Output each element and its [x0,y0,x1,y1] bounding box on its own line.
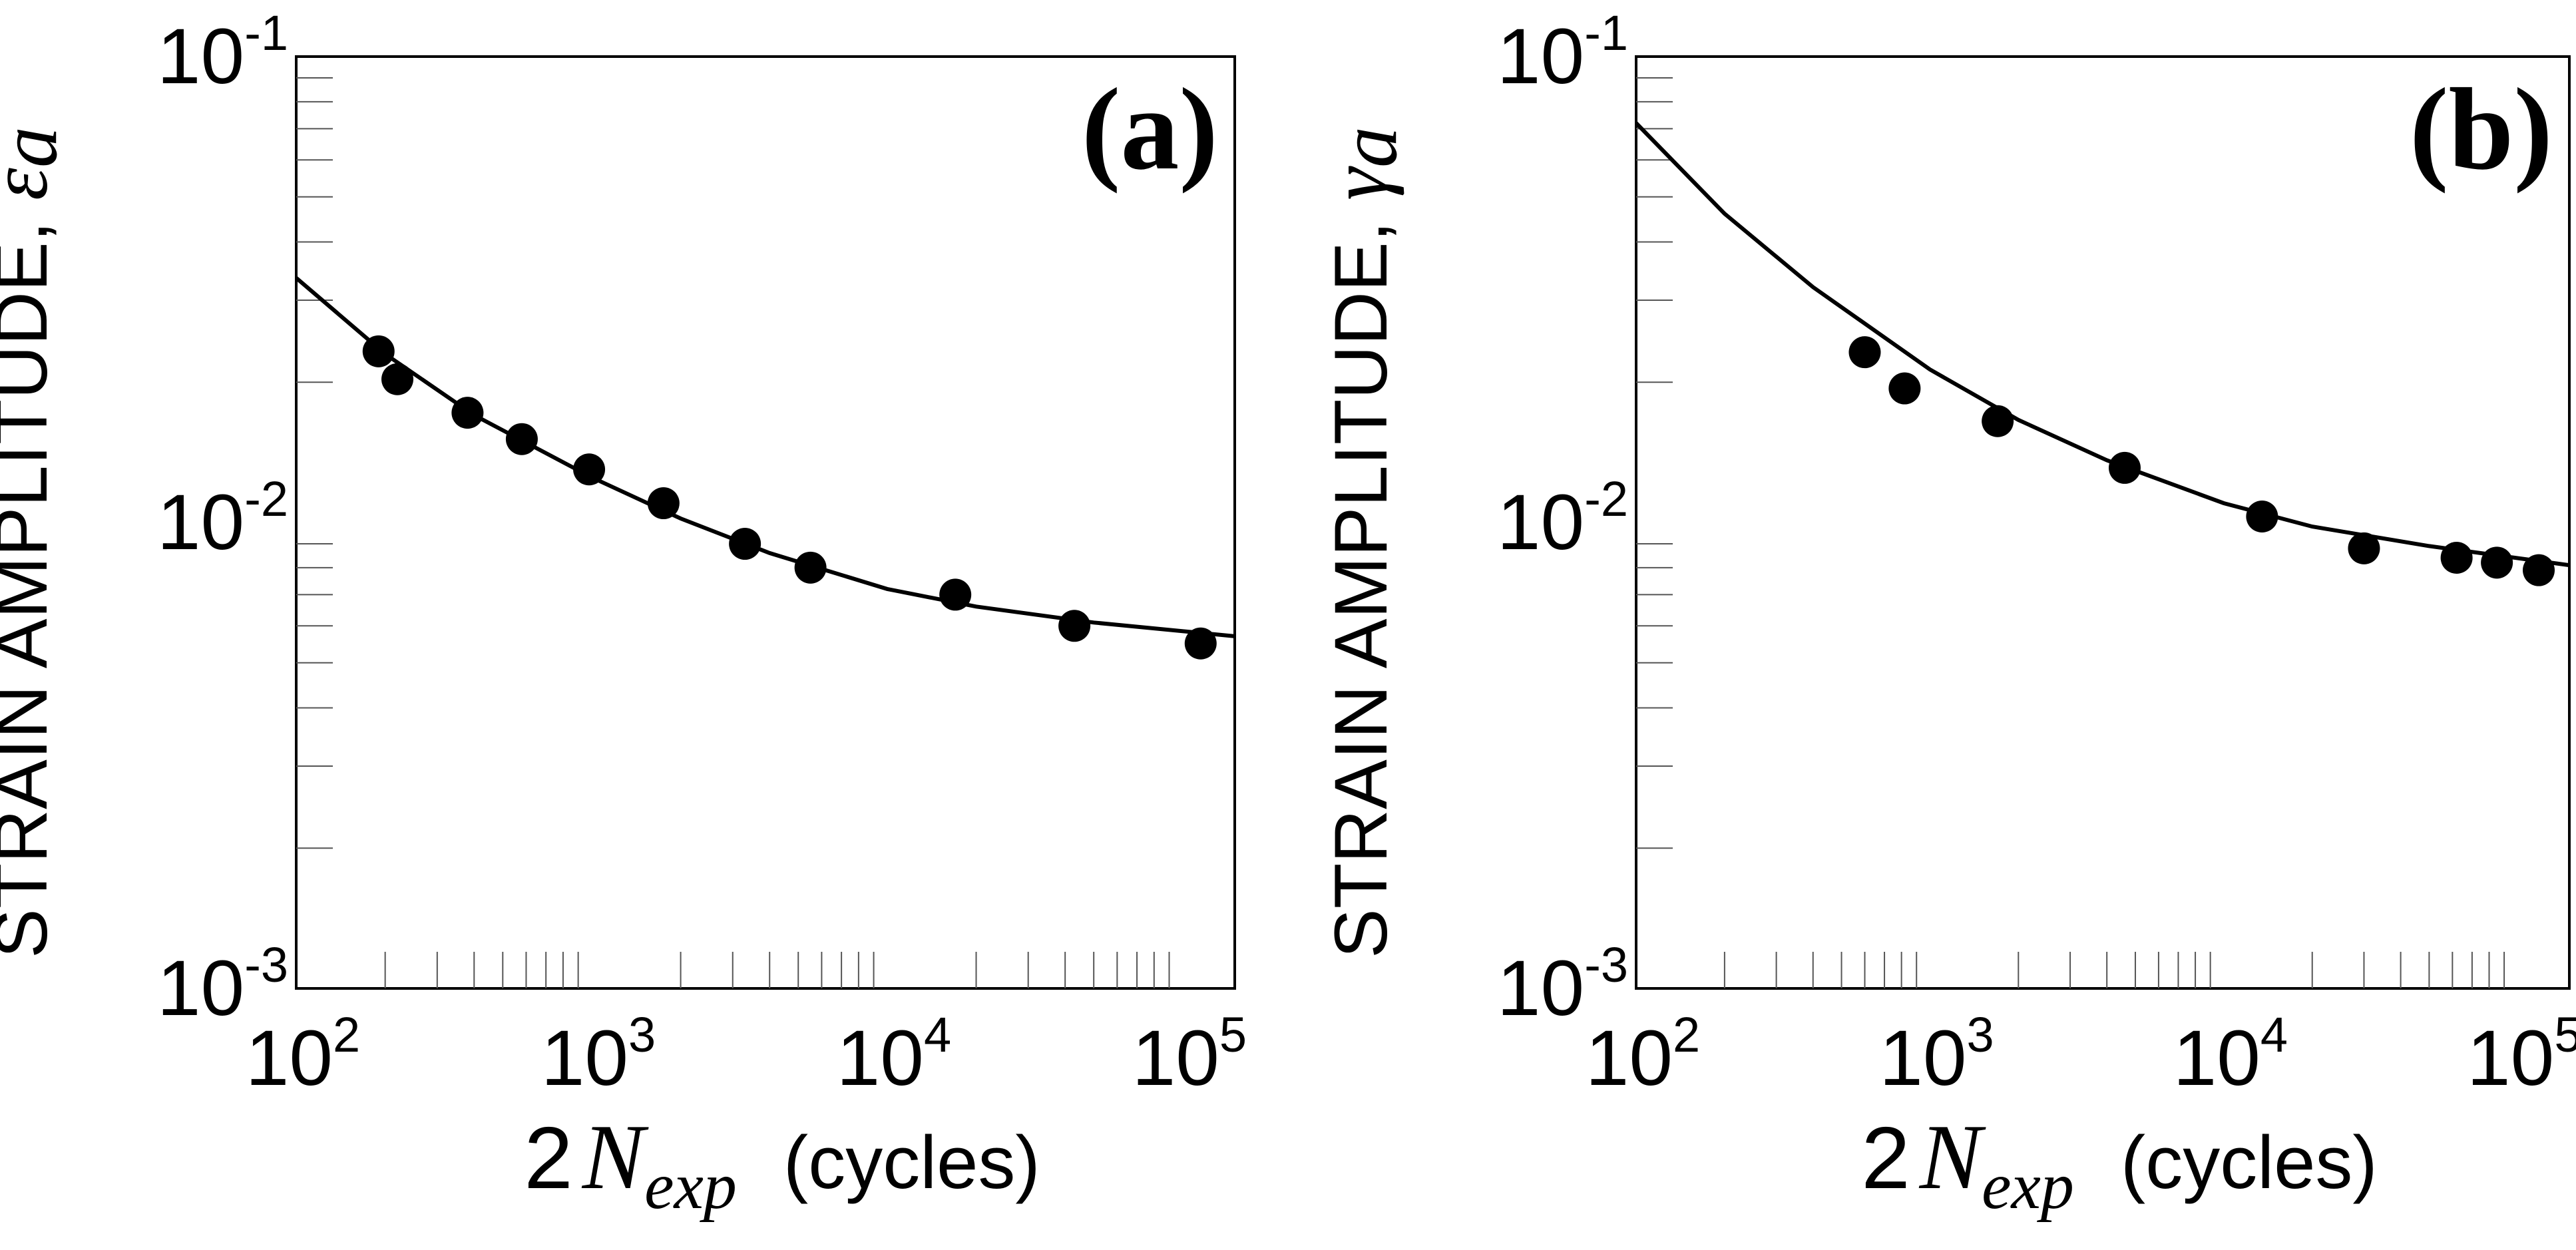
data-point [2522,554,2555,586]
data-point [2440,542,2473,574]
data-point [1888,372,1921,405]
y-tick-base: 10 [157,479,244,566]
y-tick-base: 10 [157,13,244,101]
y-axis-subscript: a [1323,126,1414,168]
plot-frame [295,55,1236,990]
y-axis-title: STRAIN AMPLITUDE, γa [1313,126,1414,958]
x-axis-title: 2 Nexp (cycles) [1861,1106,2377,1223]
x-tick-label: 103 [1879,1007,1994,1102]
x-axis-symbol: N [581,1106,649,1209]
panel-label: (a) [1082,65,1218,194]
data-point [451,397,484,429]
x-tick-label: 102 [246,1007,360,1102]
y-tick-label: 10-2 [157,471,288,566]
data-point [794,551,827,584]
x-tick-base: 10 [1586,1014,1673,1102]
x-tick-base: 10 [246,1014,333,1102]
y-axis-symbol: γ [1313,166,1404,200]
x-tick-exponent: 3 [628,1007,656,1062]
y-tick-exponent: -2 [1584,471,1628,526]
y-tick-base: 10 [1497,479,1584,566]
x-tick-exponent: 5 [2554,1007,2576,1062]
y-axis-title-text: STRAIN AMPLITUDE, [1319,200,1402,958]
x-tick-label: 104 [837,1007,951,1102]
data-point [1184,627,1217,660]
x-tick-base: 10 [2467,1014,2554,1102]
data-point [381,363,414,395]
panel-label: (b) [2410,65,2553,194]
data-point [573,453,606,486]
x-tick-base: 10 [1132,1014,1219,1102]
y-tick-label: 10-2 [1497,471,1628,566]
data-point [2481,546,2513,579]
y-tick-exponent: -1 [244,5,288,61]
x-axis-subscript: exp [1982,1149,2074,1223]
y-tick-base: 10 [1497,944,1584,1032]
y-tick-label: 10-3 [1497,937,1628,1032]
data-point [729,528,761,560]
y-tick-exponent: -3 [1584,937,1628,992]
fit-curve [296,276,1235,638]
x-tick-label: 102 [1586,1007,1700,1102]
y-axis-title: STRAIN AMPLITUDE, εa [0,126,74,958]
data-point [1848,336,1881,369]
y-axis-title-text: STRAIN AMPLITUDE, [0,200,63,958]
data-point [362,335,395,367]
x-axis-prefix: 2 [524,1109,572,1207]
x-axis-subscript: exp [644,1149,737,1223]
x-tick-exponent: 4 [924,1007,951,1062]
x-tick-label: 105 [1132,1007,1247,1102]
data-point [1058,610,1091,642]
y-tick-exponent: -1 [1584,5,1628,61]
data-point [2348,532,2380,564]
y-tick-label: 10-1 [1497,5,1628,101]
x-tick-exponent: 3 [1966,1007,1994,1062]
y-tick-label: 10-3 [157,937,288,1032]
x-tick-label: 103 [541,1007,656,1102]
x-axis-prefix: 2 [1861,1109,1910,1207]
plot-frame [1635,55,2571,990]
y-tick-exponent: -3 [244,937,288,992]
y-tick-base: 10 [1497,13,1584,101]
x-tick-exponent: 5 [1219,1007,1247,1062]
data-point [939,578,972,611]
x-axis-unit: (cycles) [783,1121,1040,1204]
x-tick-label: 105 [2467,1007,2576,1102]
x-tick-base: 10 [1879,1014,1966,1102]
x-tick-base: 10 [2173,1014,2260,1102]
y-tick-label: 10-1 [157,5,288,101]
x-tick-exponent: 2 [333,1007,360,1062]
x-tick-exponent: 4 [2260,1007,2288,1062]
x-axis-title: 2 Nexp (cycles) [524,1106,1040,1223]
x-axis-unit: (cycles) [2121,1121,2378,1204]
x-tick-exponent: 2 [1673,1007,1700,1062]
data-point [1982,405,2014,437]
y-axis-symbol: ε [0,168,65,200]
y-tick-base: 10 [157,944,244,1032]
x-tick-base: 10 [837,1014,924,1102]
data-point [2108,451,2141,484]
x-tick-base: 10 [541,1014,628,1102]
y-axis-subscript: a [0,126,74,168]
data-point [505,423,538,455]
y-tick-exponent: -2 [244,471,288,526]
data-point [647,487,680,520]
x-tick-label: 104 [2173,1007,2288,1102]
data-point [2246,501,2278,533]
x-axis-symbol: N [1918,1106,1986,1209]
